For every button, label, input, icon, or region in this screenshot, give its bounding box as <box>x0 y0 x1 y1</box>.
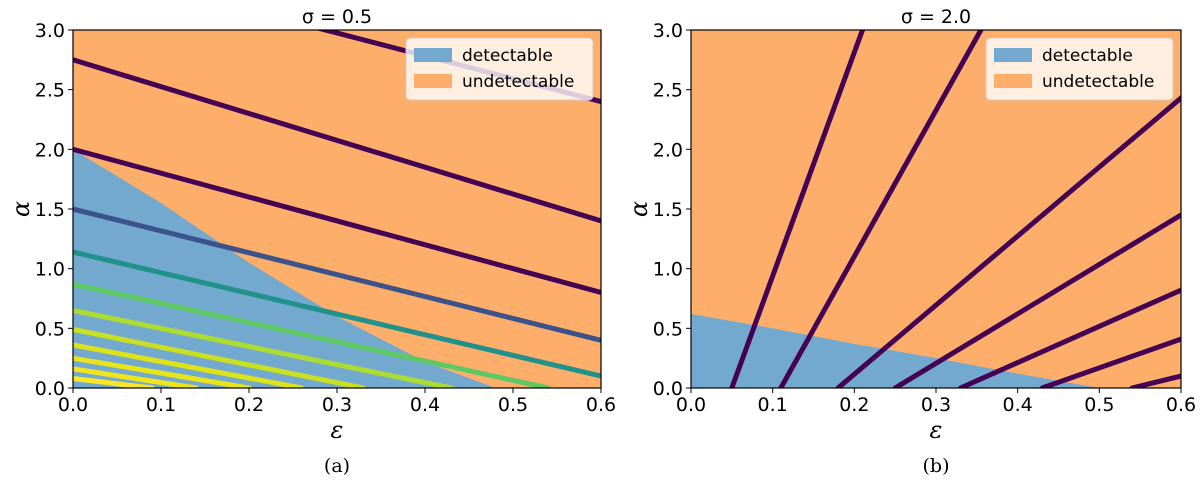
a-caption: (a) <box>324 455 350 477</box>
a-series-line-6 <box>73 281 551 388</box>
a-series-line-2 <box>73 57 601 224</box>
a-y-axis-label: α <box>7 201 35 217</box>
b-series-line-6 <box>1039 336 1181 388</box>
a-x-tick-label: 0.4 <box>410 394 440 416</box>
a-legend-label-detectable: detectable <box>462 46 553 66</box>
b-title: σ = 2.0 <box>901 6 971 28</box>
a-y-tick-label: 1.0 <box>35 259 65 281</box>
b-y-tick-label: 1.0 <box>653 259 683 281</box>
b-x-tick-label: 0.1 <box>758 394 788 416</box>
a-series-line-9 <box>73 342 305 388</box>
b-legend-swatch-undetectable <box>994 74 1032 88</box>
a-series-line-12 <box>73 376 155 388</box>
b-y-axis-label: α <box>625 201 653 217</box>
a-legend-swatch-detectable <box>414 48 452 62</box>
a-y-tick-label: 1.5 <box>35 199 65 221</box>
b-series-line-1 <box>729 30 865 388</box>
b-y-tick-label: 0.0 <box>653 378 683 400</box>
a-series-line-8 <box>73 327 366 388</box>
b-x-tick-label: 0.0 <box>676 394 706 416</box>
b-y-tick-label: 1.5 <box>653 199 683 221</box>
b-series-line-5 <box>958 287 1181 388</box>
b-legend-swatch-detectable <box>994 48 1032 62</box>
b-series-line-2 <box>778 30 984 388</box>
a-y-tick-label: 2.5 <box>35 80 65 102</box>
a-detectable-region <box>73 149 496 388</box>
b-legend-label-detectable: detectable <box>1042 46 1133 66</box>
a-x-tick-label: 0.6 <box>586 394 616 416</box>
b-series-line-7 <box>1129 373 1181 388</box>
a-x-tick-label: 0.3 <box>322 394 352 416</box>
a-y-tick-label: 0.0 <box>35 378 65 400</box>
a-x-tick-label: 0.0 <box>58 394 88 416</box>
b-panel: 0.0 0.1 0.2 0.3 0.4 0.5 0.6 0.0 0.5 1.0 1.5 2.0 2.5 3… <box>625 6 1196 477</box>
a-x-tick-label: 0.5 <box>498 394 528 416</box>
a-title: σ = 0.5 <box>302 6 372 28</box>
b-legend: detectable undetectable <box>985 37 1174 101</box>
b-x-tick-label: 0.6 <box>1166 394 1196 416</box>
b-x-tick-label: 0.3 <box>921 394 951 416</box>
a-legend-box <box>405 37 594 101</box>
a-series-line-5 <box>73 249 601 379</box>
a-series-line-11 <box>73 366 199 388</box>
a-y-tick-label: 2.0 <box>35 139 65 161</box>
b-y-tick-label: 0.5 <box>653 318 683 340</box>
a-y-tick-label: 3.0 <box>35 20 65 42</box>
b-x-tick-label: 0.2 <box>839 394 869 416</box>
b-x-tick-label: 0.4 <box>1003 394 1033 416</box>
a-x-tick-label: 0.1 <box>146 394 176 416</box>
a-legend-swatch-undetectable <box>414 74 452 88</box>
a-x-axis-label: ε <box>331 416 344 444</box>
a-series-line-3 <box>73 146 601 295</box>
a-series-line-10 <box>73 355 252 388</box>
b-legend-box <box>985 37 1174 101</box>
b-caption: (b) <box>923 455 950 477</box>
b-legend-label-undetectable: undetectable <box>1042 72 1154 92</box>
a-y-tick-label: 0.5 <box>35 318 65 340</box>
b-y-tick-label: 2.5 <box>653 80 683 102</box>
a-panel: 0.0 0.1 0.2 0.3 0.4 0.5 0.6 0.0 0.5 1.0 1.5 2.0 2.5 3… <box>7 6 616 477</box>
b-x-axis-label: ε <box>930 416 943 444</box>
b-y-tick-label: 3.0 <box>653 20 683 42</box>
a-series-line-7 <box>73 307 454 388</box>
b-x-tick-label: 0.5 <box>1084 394 1114 416</box>
a-legend: detectable undetectable <box>405 37 594 101</box>
b-series-line-4 <box>892 212 1181 388</box>
b-y-tick-label: 2.0 <box>653 139 683 161</box>
a-legend-label-undetectable: undetectable <box>462 72 574 92</box>
b-series-line-3 <box>835 95 1181 388</box>
a-series-line-4 <box>73 206 601 343</box>
a-x-tick-label: 0.2 <box>234 394 264 416</box>
